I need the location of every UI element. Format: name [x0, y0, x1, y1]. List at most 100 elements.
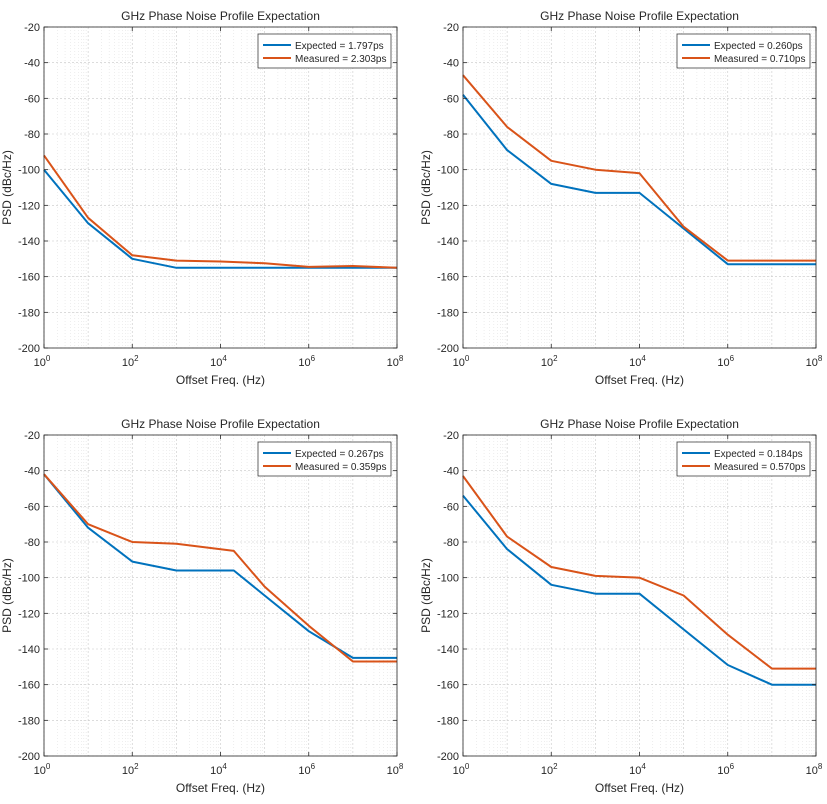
x-tick-label: 100	[453, 354, 470, 369]
y-tick-label: -140	[18, 236, 40, 248]
x-tick-label: 106	[717, 354, 734, 369]
x-tick-base: 10	[717, 357, 729, 369]
x-tick-base: 10	[717, 765, 729, 777]
x-tick-base: 10	[453, 357, 465, 369]
x-tick-base: 10	[806, 765, 818, 777]
x-tick-exponent: 4	[641, 762, 646, 771]
y-tick-label: -60	[24, 501, 40, 513]
y-tick-label: -140	[18, 644, 40, 656]
x-tick-exponent: 0	[46, 762, 51, 771]
y-tick-label: -200	[18, 751, 40, 763]
x-axis-label: Offset Freq. (Hz)	[595, 781, 684, 795]
x-tick-label: 104	[210, 762, 227, 777]
x-tick-label: 104	[210, 354, 227, 369]
series-line-expected	[462, 494, 816, 686]
y-tick-label: -20	[24, 430, 40, 442]
x-tick-exponent: 2	[134, 354, 139, 363]
x-tick-base: 10	[210, 357, 222, 369]
y-tick-label: -160	[437, 680, 459, 692]
x-tick-exponent: 6	[730, 762, 735, 771]
x-tick-label: 102	[122, 354, 139, 369]
x-tick-label: 108	[387, 354, 404, 369]
y-tick-label: -140	[437, 236, 459, 248]
y-tick-label: -160	[18, 680, 40, 692]
y-tick-label: -120	[18, 608, 40, 620]
x-tick-label: 108	[387, 762, 404, 777]
legend-label-measured: Measured = 0.570ps	[714, 462, 805, 473]
x-tick-base: 10	[122, 765, 134, 777]
y-tick-label: -120	[437, 608, 459, 620]
x-tick-exponent: 2	[134, 762, 139, 771]
x-tick-base: 10	[453, 765, 465, 777]
y-tick-label: -40	[24, 58, 40, 70]
x-tick-base: 10	[298, 357, 310, 369]
y-tick-label: -80	[24, 129, 40, 141]
series-line-measured	[462, 475, 816, 670]
y-tick-label: -200	[18, 343, 40, 355]
legend-box	[676, 33, 811, 69]
x-tick-exponent: 6	[311, 354, 316, 363]
x-tick-exponent: 8	[399, 354, 404, 363]
legend: Expected = 0.184ps Measured = 0.570ps	[676, 441, 811, 477]
x-axis-label: Offset Freq. (Hz)	[176, 781, 265, 795]
x-tick-exponent: 8	[818, 354, 823, 363]
x-tick-exponent: 8	[818, 762, 823, 771]
x-tick-exponent: 8	[399, 762, 404, 771]
x-tick-base: 10	[541, 765, 553, 777]
series-line-measured	[462, 74, 816, 262]
y-tick-label: -100	[18, 165, 40, 177]
x-tick-label: 102	[122, 762, 139, 777]
legend-label-measured: Measured = 2.303ps	[295, 54, 386, 65]
y-tick-label: -140	[437, 644, 459, 656]
x-tick-label: 104	[629, 354, 646, 369]
chart-title: GHz Phase Noise Profile Expectation	[540, 9, 739, 23]
y-tick-label: -160	[18, 272, 40, 284]
x-tick-label: 106	[298, 762, 315, 777]
x-tick-exponent: 4	[222, 354, 227, 363]
x-tick-base: 10	[629, 357, 641, 369]
legend-box	[257, 33, 392, 69]
legend-box	[257, 441, 392, 477]
x-tick-label: 100	[34, 354, 51, 369]
x-tick-base: 10	[806, 357, 818, 369]
series-line-expected	[43, 169, 397, 269]
y-tick-label: -60	[443, 501, 459, 513]
y-tick-label: -100	[437, 165, 459, 177]
x-axis-label: Offset Freq. (Hz)	[595, 373, 684, 387]
x-tick-base: 10	[541, 357, 553, 369]
x-tick-label: 106	[717, 762, 734, 777]
x-tick-base: 10	[122, 357, 134, 369]
legend: Expected = 1.797ps Measured = 2.303ps	[257, 33, 392, 69]
y-tick-label: -60	[443, 93, 459, 105]
legend-label-expected: Expected = 0.260ps	[714, 41, 803, 52]
x-axis-label: Offset Freq. (Hz)	[176, 373, 265, 387]
chart-title: GHz Phase Noise Profile Expectation	[121, 9, 320, 23]
chart-title: GHz Phase Noise Profile Expectation	[540, 417, 739, 431]
x-tick-exponent: 4	[222, 762, 227, 771]
y-tick-label: -40	[24, 466, 40, 478]
y-tick-label: -180	[18, 307, 40, 319]
x-tick-base: 10	[34, 765, 46, 777]
series-line-expected	[462, 94, 816, 266]
y-axis-label: PSD (dBc/Hz)	[419, 150, 433, 225]
x-tick-label: 102	[541, 762, 558, 777]
y-tick-label: -80	[24, 537, 40, 549]
x-tick-label: 106	[298, 354, 315, 369]
x-tick-exponent: 2	[553, 762, 558, 771]
x-tick-exponent: 0	[465, 354, 470, 363]
x-tick-label: 100	[453, 762, 470, 777]
x-tick-base: 10	[629, 765, 641, 777]
legend-box	[676, 441, 811, 477]
x-tick-exponent: 0	[465, 762, 470, 771]
legend: Expected = 0.267ps Measured = 0.359ps	[257, 441, 392, 477]
grid	[43, 434, 398, 757]
y-tick-label: -100	[437, 573, 459, 585]
x-tick-label: 100	[34, 762, 51, 777]
y-tick-label: -180	[18, 715, 40, 727]
chart-title: GHz Phase Noise Profile Expectation	[121, 417, 320, 431]
y-tick-label: -20	[443, 22, 459, 34]
legend-label-expected: Expected = 0.267ps	[295, 449, 384, 460]
